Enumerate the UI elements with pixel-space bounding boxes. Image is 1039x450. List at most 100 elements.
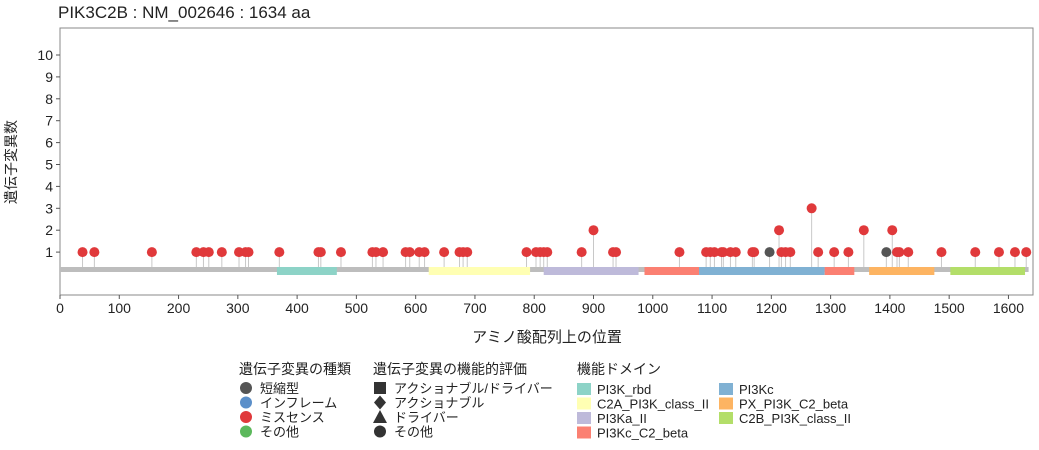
- legend-title-domains: 機能ドメイン: [577, 361, 661, 377]
- mutation-marker: [576, 247, 587, 258]
- legend-item-label: 短縮型: [260, 381, 299, 396]
- mutation-marker: [764, 247, 775, 258]
- mutation-marker: [191, 247, 202, 258]
- legend-item-label: ミスセンス: [260, 410, 325, 425]
- legend-item-label: PX_PI3K_C2_beta: [739, 397, 849, 412]
- mutation-marker: [611, 247, 622, 258]
- mutation-marker: [843, 247, 854, 258]
- domain-PI3Kc: [699, 267, 825, 275]
- y-tick-label: 6: [45, 135, 53, 151]
- y-axis: 1 2 3 4 5 6 7 8 9 10: [37, 47, 60, 260]
- mutation-marker: [806, 203, 817, 214]
- x-tick-label: 300: [226, 300, 250, 316]
- domain-PI3Kc_C2_beta: [824, 267, 855, 275]
- legend-item-label: ドライバー: [394, 410, 459, 425]
- mutation-marker: [858, 225, 869, 236]
- x-tick-label: 700: [463, 300, 487, 316]
- x-axis: 0 100 200 300 400 500 600 700 800 900 1000 1100 1200…: [56, 295, 1024, 316]
- domain-PI3Kc_C2_beta: [644, 267, 700, 275]
- mutation-marker: [903, 247, 914, 258]
- legend-swatch-circle: [240, 382, 252, 394]
- mutation-marker: [894, 247, 905, 258]
- legend-swatch-domain: [577, 412, 591, 424]
- mutation-marker: [542, 247, 553, 258]
- mutation-marker: [89, 247, 100, 258]
- y-axis-label: 遺伝子変異数: [3, 120, 19, 204]
- domain-PI3K_rbd: [276, 267, 337, 275]
- mutation-marker: [718, 247, 729, 258]
- x-tick-label: 500: [345, 300, 369, 316]
- y-tick-label: 4: [45, 178, 53, 194]
- legend-item-label: アクショナブル/ドライバー: [394, 381, 553, 396]
- mutation-marker: [674, 247, 685, 258]
- mutation-marker: [419, 247, 430, 258]
- legend-swatch-circle: [240, 411, 252, 423]
- legend-item-label: PI3Ka_II: [597, 411, 647, 426]
- x-tick-label: 100: [108, 300, 132, 316]
- y-tick-label: 1: [45, 244, 53, 260]
- x-tick-label: 0: [56, 300, 64, 316]
- legend-swatch-domain: [719, 412, 733, 424]
- legend-item-label: その他: [394, 425, 433, 440]
- mutation-marker: [462, 247, 473, 258]
- legend-swatch-domain: [577, 383, 591, 395]
- mutation-marker: [887, 225, 898, 236]
- mutation-marker: [404, 247, 415, 258]
- legend-item-label: PI3K_rbd: [597, 382, 651, 397]
- domain-PI3Ka_II: [543, 267, 639, 275]
- mutation-marker: [588, 225, 599, 236]
- x-tick-label: 1200: [756, 300, 787, 316]
- x-tick-label: 1100: [697, 300, 727, 316]
- x-tick-label: 1400: [874, 300, 905, 316]
- legend-swatch-domain: [719, 383, 733, 395]
- y-tick-label: 9: [45, 69, 53, 85]
- legend-item-label: インフレーム: [260, 396, 337, 411]
- mutation-marker: [315, 247, 326, 258]
- domain-C2A_PI3K_class_II: [428, 267, 531, 275]
- y-tick-label: 7: [45, 113, 53, 129]
- mutation-marker: [774, 225, 785, 236]
- mutation-marker: [730, 247, 741, 258]
- domain-C2B_PI3K_class_II: [950, 267, 1026, 275]
- legend-swatch-circle: [240, 396, 252, 409]
- mutation-marker: [749, 247, 760, 258]
- legend-swatch-domain: [577, 426, 591, 439]
- domain-PX_PI3K_C2_beta: [869, 267, 935, 275]
- mutation-markers: [77, 203, 1032, 258]
- legend-title-functional: 遺伝子変異の機能的評価: [373, 361, 527, 377]
- mutation-marker: [203, 247, 214, 258]
- mutation-marker: [243, 247, 254, 258]
- legend-item-label: アクショナブル: [394, 396, 484, 411]
- legend-item-label: PI3Kc: [739, 382, 774, 397]
- y-tick-label: 5: [45, 157, 53, 173]
- mutation-marker: [993, 247, 1004, 258]
- mutation-marker: [439, 247, 450, 258]
- mutation-marker: [274, 247, 285, 258]
- mutation-marker: [829, 247, 840, 258]
- x-tick-label: 600: [404, 300, 428, 316]
- mutation-marker: [709, 247, 720, 258]
- mutation-marker: [970, 247, 981, 258]
- y-tick-label: 2: [45, 222, 53, 238]
- legend-shape-diamond: [374, 395, 386, 410]
- legend-shape-circle: [374, 425, 386, 438]
- legend-shape-triangle: [373, 410, 387, 423]
- mutation-marker: [335, 247, 346, 258]
- legend-swatch-domain: [577, 397, 591, 410]
- mutation-marker: [146, 247, 157, 258]
- protein-backbone: [60, 267, 1029, 275]
- legend-item-label: C2A_PI3K_class_II: [597, 397, 709, 412]
- y-tick-label: 8: [45, 91, 53, 107]
- mutation-marker: [521, 247, 532, 258]
- mutation-marker: [77, 247, 88, 258]
- x-tick-label: 900: [582, 300, 606, 316]
- legend-shape-square: [374, 382, 386, 394]
- x-axis-label: アミノ酸配列上の位置: [472, 329, 622, 346]
- mutation-marker: [216, 247, 227, 258]
- x-tick-label: 1500: [934, 300, 965, 316]
- legend-swatch-circle: [240, 425, 252, 438]
- x-tick-label: 400: [285, 300, 309, 316]
- legend-title-mutation-type: 遺伝子変異の種類: [239, 361, 351, 377]
